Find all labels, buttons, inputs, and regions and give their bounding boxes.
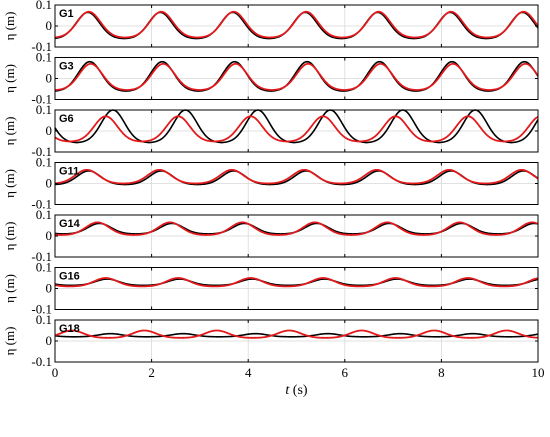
x-tick-label: 6 — [342, 365, 349, 380]
y-tick-label: 0 — [46, 333, 53, 348]
gauge-label: G18 — [59, 323, 80, 335]
panel-g3: -0.1 0 0.1 G3 η (m) — [2, 50, 539, 107]
x-axis-label-symbol: t — [285, 383, 290, 398]
x-axis-label-unit: (s) — [289, 383, 308, 398]
panel-g11: -0.1 0 0.1 G11 η (m) — [2, 155, 539, 212]
gauge-label: G3 — [59, 61, 74, 73]
series-line-g6-black — [54, 109, 539, 144]
y-tick-label: 0.1 — [36, 50, 52, 65]
series-line-g14-red — [54, 221, 539, 236]
y-tick-label: 0.1 — [36, 260, 52, 275]
panel-g18: -0.1 0 0.1 G18 η (m) — [2, 312, 539, 369]
y-tick-label: 0 — [46, 176, 53, 191]
y-tick-label: 0.1 — [36, 155, 52, 170]
series-line-g11-red — [54, 168, 539, 185]
x-tick-label: 4 — [245, 365, 252, 380]
series-line-g18-black — [54, 332, 539, 338]
x-tick-label: 0 — [52, 365, 59, 380]
y-axis-label: η (m) — [2, 12, 17, 41]
gauge-label: G16 — [59, 271, 80, 283]
y-tick-label: 0.1 — [36, 207, 52, 222]
y-tick-label: 0 — [46, 281, 53, 296]
x-tick-label: 2 — [148, 365, 155, 380]
y-axis-label: η (m) — [2, 64, 17, 93]
series-line-g1-red — [54, 10, 539, 39]
y-axis-label: η (m) — [2, 222, 17, 251]
y-tick-label: 0.1 — [36, 102, 52, 117]
y-tick-label: -0.1 — [31, 249, 52, 264]
gauge-label: G6 — [59, 113, 74, 125]
y-tick-label: -0.1 — [31, 39, 52, 54]
gauge-label: G14 — [59, 218, 81, 230]
y-tick-label: 0.1 — [36, 312, 52, 327]
y-tick-label: 0 — [46, 228, 53, 243]
y-tick-label: -0.1 — [31, 92, 52, 107]
y-tick-label: -0.1 — [31, 197, 52, 212]
y-axis-label: η (m) — [2, 169, 17, 198]
y-tick-label: -0.1 — [31, 144, 52, 159]
series-line-g16-red — [54, 277, 539, 288]
y-axis-label: η (m) — [2, 274, 17, 303]
panel-g6: -0.1 0 0.1 G6 η (m) — [2, 102, 539, 159]
y-tick-label: -0.1 — [31, 354, 52, 369]
y-tick-label: 0 — [46, 18, 53, 33]
series-line-g6-red — [54, 115, 539, 143]
x-tick-label: 8 — [438, 365, 445, 380]
series-line-g18-red — [54, 329, 539, 339]
panel-g14: -0.1 0 0.1 G14 η (m) — [2, 207, 539, 264]
series-line-g3-red — [54, 62, 539, 91]
x-tick-label: 10 — [532, 365, 545, 380]
gauge-label: G11 — [59, 166, 79, 178]
panel-g16: -0.1 0 0.1 G16 η (m) — [2, 260, 539, 317]
y-tick-label: -0.1 — [31, 302, 52, 317]
y-tick-label: 0.1 — [36, 0, 52, 12]
y-tick-label: 0 — [46, 123, 53, 138]
y-tick-label: 0 — [46, 71, 53, 86]
y-axis-label: η (m) — [2, 117, 17, 146]
x-axis-label: t (s) — [285, 383, 308, 398]
gauge-label: G1 — [59, 8, 74, 20]
panel-g1: -0.1 0 0.1 G1 η (m) — [2, 0, 539, 54]
y-axis-label: η (m) — [2, 327, 17, 356]
